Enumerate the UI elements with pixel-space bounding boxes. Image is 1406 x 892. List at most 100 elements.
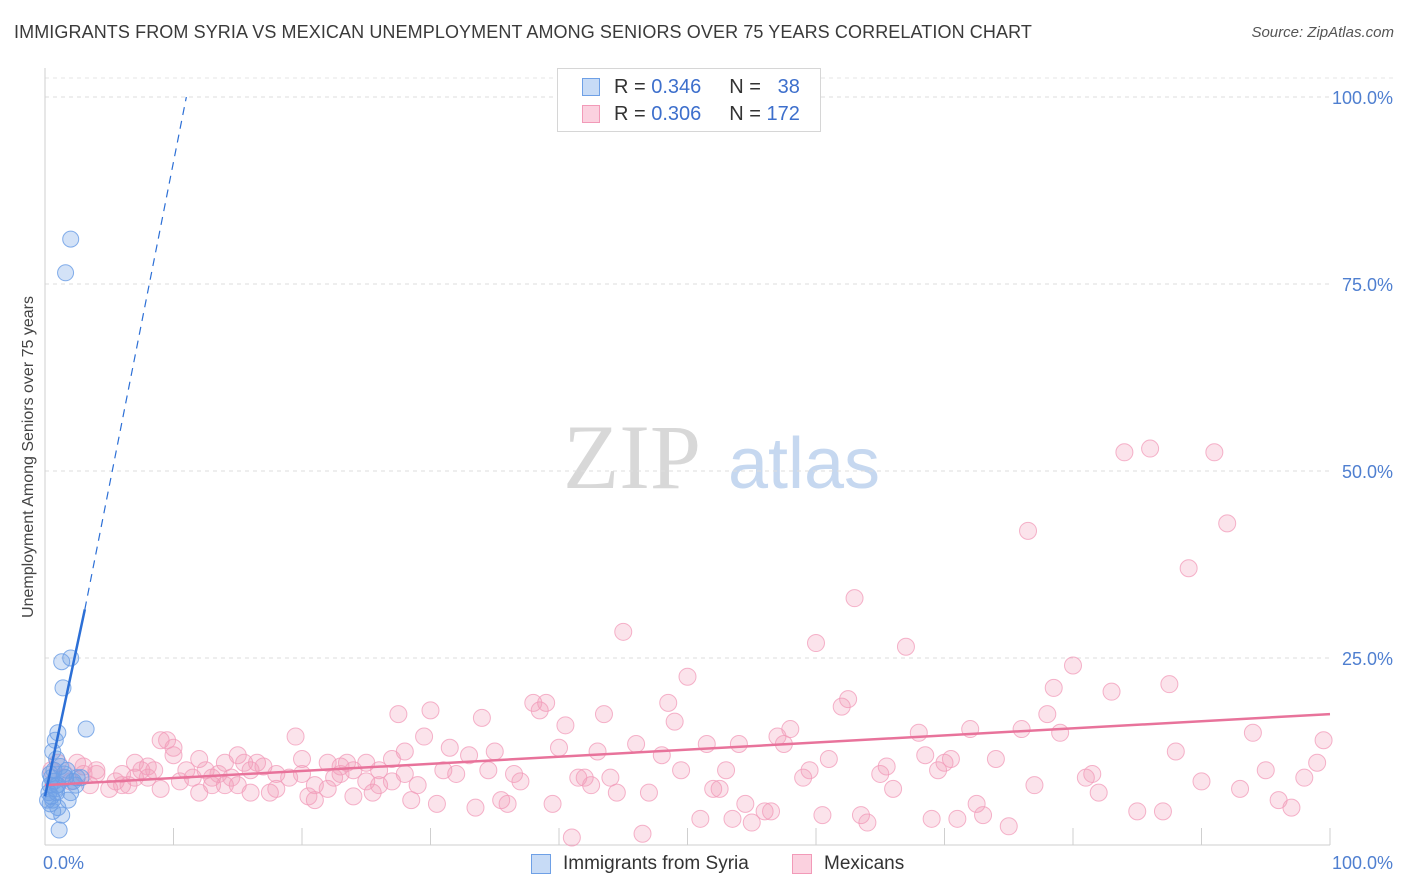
mexicans-point — [344, 787, 363, 806]
mexicans-point — [472, 708, 491, 727]
mexicans-point — [164, 746, 183, 765]
mexicans-point — [819, 749, 838, 768]
bottom-legend-syria: Immigrants from Syria — [531, 852, 749, 876]
mexicans-point — [164, 738, 183, 757]
legend-n-value-syria: 38 — [777, 75, 800, 98]
mexicans-point — [215, 753, 234, 772]
mexicans-point — [337, 753, 356, 772]
syria-point — [53, 653, 71, 671]
mexicans-point — [543, 794, 562, 813]
mexicans-point — [530, 701, 549, 720]
mexicans-point — [845, 589, 864, 608]
syria-point — [67, 776, 85, 794]
mexicans-point — [1019, 521, 1038, 540]
mexicans-point — [1012, 720, 1031, 739]
mexicans-point — [395, 742, 414, 761]
legend-row-mexicans: R = 0.306 N = 172 — [582, 102, 800, 126]
tick-labels: 100.0% 75.0% 50.0% 25.0% 0.0% 100.0% — [43, 88, 1393, 873]
bottom-legend-label-mexicans: Mexicans — [824, 853, 905, 874]
mexicans-point — [1141, 439, 1160, 458]
mexicans-point — [1205, 443, 1224, 462]
mexicans-point — [203, 768, 222, 787]
mexicans-point — [639, 783, 658, 802]
mexicans-point — [286, 727, 305, 746]
mexicans-point — [1038, 705, 1057, 724]
legend-n-value-mexicans: 172 — [766, 102, 800, 125]
mexicans-point — [556, 716, 575, 735]
mexicans-point — [1314, 731, 1333, 750]
mexicans-point — [1025, 776, 1044, 795]
mexicans-point — [228, 776, 247, 795]
legend-r-label: R = — [614, 102, 646, 125]
mexicans-point — [601, 768, 620, 787]
mexicans-point — [1166, 742, 1185, 761]
mexicans-point — [1179, 559, 1198, 578]
mexicans-point — [896, 637, 915, 656]
mexicans-point — [498, 794, 517, 813]
mexicans-point — [1295, 768, 1314, 787]
mexicans-point — [1218, 514, 1237, 533]
mexicans-point — [871, 764, 890, 783]
mexicans-point — [190, 749, 209, 768]
mexicans-point — [582, 776, 601, 795]
mexicans-point — [916, 746, 935, 765]
syria-point — [58, 761, 76, 779]
mexicans-point — [1153, 802, 1172, 821]
y-axis-label: Unemployment Among Seniors over 75 years — [20, 296, 37, 618]
mexicans-point — [1243, 723, 1262, 742]
mexicans-point — [884, 779, 903, 798]
mexicans-point — [627, 735, 646, 754]
mexicans-point — [594, 705, 613, 724]
mexicans-point — [235, 753, 254, 772]
mexicans-point — [305, 791, 324, 810]
mexicans-point — [363, 783, 382, 802]
mexicans-point — [614, 622, 633, 641]
legend-row-syria: R = 0.346 N = 38 — [582, 75, 800, 99]
mexicans-point — [839, 690, 858, 709]
mexicans-point — [440, 738, 459, 757]
x-tick-label-left: 0.0% — [43, 853, 84, 873]
mexicans-point — [794, 768, 813, 787]
mexicans-point — [125, 768, 144, 787]
mexicans-point — [807, 634, 825, 653]
mexicans-point — [1128, 802, 1147, 821]
mexicans-point — [967, 794, 986, 813]
mexicans-point — [87, 764, 106, 783]
mexicans-point — [158, 731, 177, 750]
syria-trend-line — [43, 609, 87, 797]
mexicans-point — [389, 705, 408, 724]
mexicans-point — [562, 828, 581, 847]
mexicans-point — [691, 809, 710, 828]
mexicans-point — [293, 749, 311, 768]
mexicans-point — [704, 779, 723, 798]
mexicans-point — [408, 776, 427, 795]
y-tick-label: 100.0% — [1332, 88, 1393, 108]
legend-swatch-syria — [582, 78, 600, 96]
legend-n-label: N = — [729, 102, 761, 125]
mexicans-point — [1051, 723, 1070, 742]
mexicans-point — [922, 809, 941, 828]
mexicans-point — [948, 809, 967, 828]
mexicans-point — [447, 764, 466, 783]
mexicans-point — [929, 761, 948, 780]
mexicans-points — [42, 439, 1333, 847]
y-tick-label: 25.0% — [1342, 649, 1393, 669]
syria-trend-extension — [84, 96, 187, 610]
watermark-zip: ZIP — [563, 406, 701, 508]
mexicans-point — [80, 776, 99, 795]
mexicans-point — [537, 693, 556, 712]
mexicans-point — [1064, 656, 1082, 675]
mexicans-point — [138, 757, 157, 776]
mexicans-point — [1102, 682, 1121, 701]
mexicans-point — [1115, 443, 1134, 462]
mexicans-point — [941, 749, 960, 768]
mexicans-point — [974, 806, 993, 825]
mexicans-point — [717, 761, 736, 780]
mexicans-point — [858, 813, 877, 832]
mexicans-point — [1192, 772, 1211, 791]
mexicans-point — [395, 764, 414, 783]
mexicans-point — [800, 761, 819, 780]
mexicans-point — [588, 742, 607, 761]
mexicans-point — [511, 772, 530, 791]
